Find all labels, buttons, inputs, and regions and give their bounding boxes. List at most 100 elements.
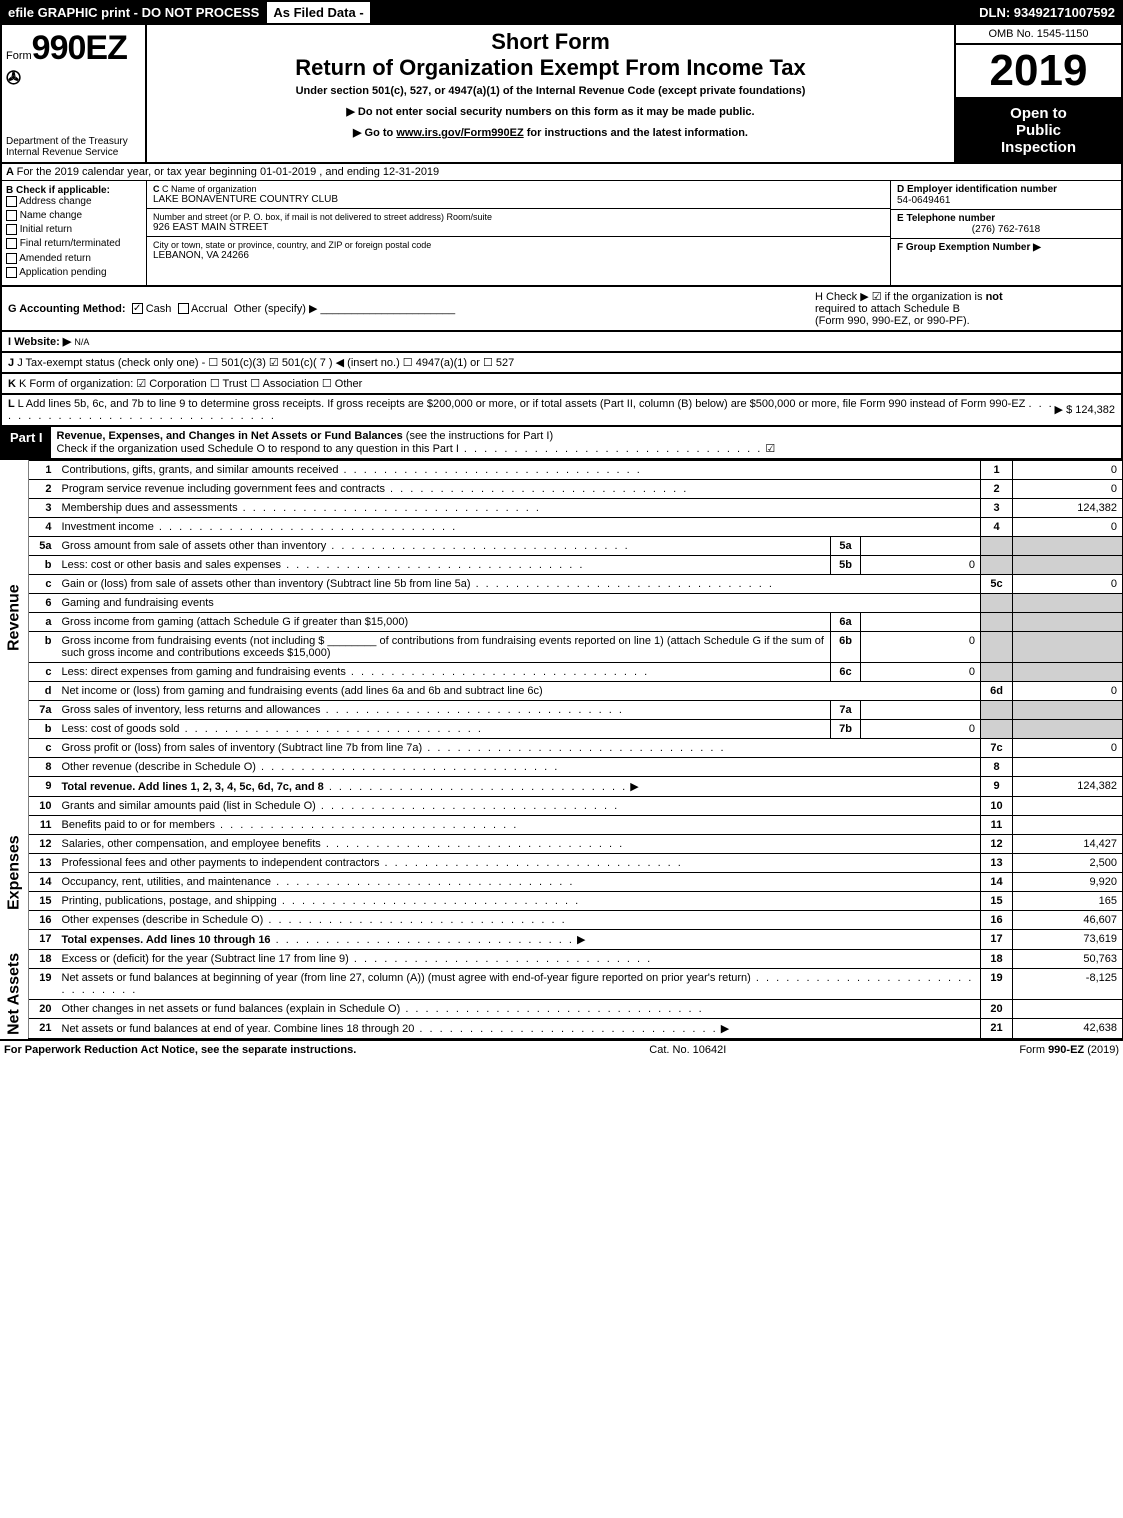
line-20: 20 Other changes in net assets or fund b… [0,999,1123,1018]
box-b-title: Check if applicable: [16,185,110,196]
line-6d: d Net income or (loss) from gaming and f… [0,681,1123,700]
omb-number: OMB No. 1545-1150 [956,25,1121,45]
k-text: K Form of organization: ☑ Corporation ☐ … [19,378,362,390]
i-label: I Website: ▶ [8,336,71,348]
line-7b: b Less: cost of goods sold 7b 0 [0,719,1123,738]
dept-line1: Department of the Treasury [6,136,141,147]
topbar-spacer [372,2,973,23]
g-accrual-check [178,303,189,314]
form-number: Form 990EZ [6,29,141,68]
goto-line: ▶ Go to www.irs.gov/Form990EZ for instru… [155,126,946,139]
e-label: E Telephone number [897,213,1115,224]
ssn-warning: ▶ Do not enter social security numbers o… [155,105,946,118]
goto-pre: ▶ Go to [353,127,396,139]
h-text2: required to attach Schedule B [815,303,960,315]
dept-line2: Internal Revenue Service [6,147,141,158]
g-cash-check: ✓ [132,303,143,314]
part1-subtitle: (see the instructions for Part I) [406,430,553,442]
check-final: Final return/terminated [6,238,142,249]
box-c: C C Name of organization LAKE BONAVENTUR… [147,181,891,285]
line-5c: c Gain or (loss) from sale of assets oth… [0,574,1123,593]
line-10: Expenses 10 Grants and similar amounts p… [0,796,1123,815]
check-name: Name change [6,210,142,221]
row-k: K K Form of organization: ☑ Corporation … [0,374,1123,395]
line-16: 16 Other expenses (describe in Schedule … [0,910,1123,929]
part1-title: Revenue, Expenses, and Changes in Net As… [57,430,403,442]
d-label: D Employer identification number [897,184,1115,195]
line-5a: 5a Gross amount from sale of assets othe… [0,536,1123,555]
line-6a: a Gross income from gaming (attach Sched… [0,612,1123,631]
header-right: OMB No. 1545-1150 2019 Open to Public In… [956,25,1121,162]
form-num: 990EZ [32,29,127,68]
l-amount: ▶ $ 124,382 [1055,403,1115,416]
part1-label: Part I [2,427,51,458]
dept-treasury: Department of the Treasury Internal Reve… [6,136,141,158]
h-text1: H Check ▶ ☑ if the organization is [815,291,986,303]
c-city-value: LEBANON, VA 24266 [153,250,884,261]
check-amended: Amended return [6,253,142,264]
footer-left: For Paperwork Reduction Act Notice, see … [4,1044,356,1056]
form-header: Form 990EZ ✇ Department of the Treasury … [0,25,1123,164]
footer: For Paperwork Reduction Act Notice, see … [0,1039,1123,1059]
j-text: J Tax-exempt status (check only one) - ☐… [17,357,514,369]
line-19: 19 Net assets or fund balances at beginn… [0,968,1123,999]
g-label: G Accounting Method: [8,303,126,315]
line-1: Revenue 1 Contributions, gifts, grants, … [0,460,1123,479]
under-section: Under section 501(c), 527, or 4947(a)(1)… [155,85,946,97]
line-9: 9 Total revenue. Add lines 1, 2, 3, 4, 5… [0,776,1123,796]
i-value: N/A [74,337,89,347]
box-f: F Group Exemption Number ▶ [891,239,1121,256]
row-g: G Accounting Method: ✓ Cash Accrual Othe… [8,302,455,315]
side-netassets: Net Assets [0,949,29,1038]
topbar-dln: DLN: 93492171007592 [973,2,1121,23]
header-left: Form 990EZ ✇ Department of the Treasury … [2,25,147,162]
g-other: Other (specify) ▶ [234,303,318,315]
f-label: F Group Exemption Number ▶ [897,242,1041,253]
c-addr-label: Number and street (or P. O. box, if mail… [153,212,884,222]
g-accrual: Accrual [191,303,228,315]
line-6: 6 Gaming and fundraising events [0,593,1123,612]
line-18: Net Assets 18 Excess or (deficit) for th… [0,949,1123,968]
l-text: L Add lines 5b, 6c, and 7b to line 9 to … [18,398,1026,410]
line-2: 2 Program service revenue including gove… [0,479,1123,498]
goto-link[interactable]: www.irs.gov/Form990EZ [396,127,523,139]
treasury-icon: ✇ [6,68,141,89]
box-d: D Employer identification number 54-0649… [891,181,1121,210]
c-city-cell: City or town, state or province, country… [147,237,890,264]
row-l: L L Add lines 5b, 6c, and 7b to line 9 t… [0,395,1123,427]
box-def: D Employer identification number 54-0649… [891,181,1121,285]
line-5b: b Less: cost or other basis and sales ex… [0,555,1123,574]
line-14: 14 Occupancy, rent, utilities, and maint… [0,872,1123,891]
line-11: 11 Benefits paid to or for members 11 [0,815,1123,834]
box-b: B Check if applicable: Address change Na… [2,181,147,285]
line-17: 17 Total expenses. Add lines 10 through … [0,929,1123,949]
form-word: Form [6,50,32,62]
line-a-text: For the 2019 calendar year, or tax year … [17,166,440,178]
check-initial: Initial return [6,224,142,235]
line-6c: c Less: direct expenses from gaming and … [0,662,1123,681]
d-value: 54-0649461 [897,195,1115,206]
line-7a: 7a Gross sales of inventory, less return… [0,700,1123,719]
open-line3: Inspection [958,139,1119,156]
line-13: 13 Professional fees and other payments … [0,853,1123,872]
efile-topbar: efile GRAPHIC print - DO NOT PROCESS As … [0,0,1123,25]
row-g-h: G Accounting Method: ✓ Cash Accrual Othe… [0,287,1123,332]
open-to-public: Open to Public Inspection [956,99,1121,162]
line-21: 21 Net assets or fund balances at end of… [0,1018,1123,1038]
part1-title-wrap: Revenue, Expenses, and Changes in Net As… [51,427,1121,458]
e-value: (276) 762-7618 [897,224,1115,235]
tax-year: 2019 [956,45,1121,99]
h-text3: (Form 990, 990-EZ, or 990-PF). [815,315,970,327]
c-name-value: LAKE BONAVENTURE COUNTRY CLUB [153,194,884,205]
short-form-title: Short Form [155,29,946,55]
topbar-mid: As Filed Data - [265,2,371,23]
line-15: 15 Printing, publications, postage, and … [0,891,1123,910]
check-pending: Application pending [6,267,142,278]
c-addr-value: 926 EAST MAIN STREET [153,222,884,233]
row-h: H Check ▶ ☑ if the organization is not r… [815,290,1115,327]
line-12: 12 Salaries, other compensation, and emp… [0,834,1123,853]
c-city-label: City or town, state or province, country… [153,240,884,250]
line-a: A For the 2019 calendar year, or tax yea… [0,164,1123,181]
line-7c: c Gross profit or (loss) from sales of i… [0,738,1123,757]
side-expenses: Expenses [0,796,29,949]
